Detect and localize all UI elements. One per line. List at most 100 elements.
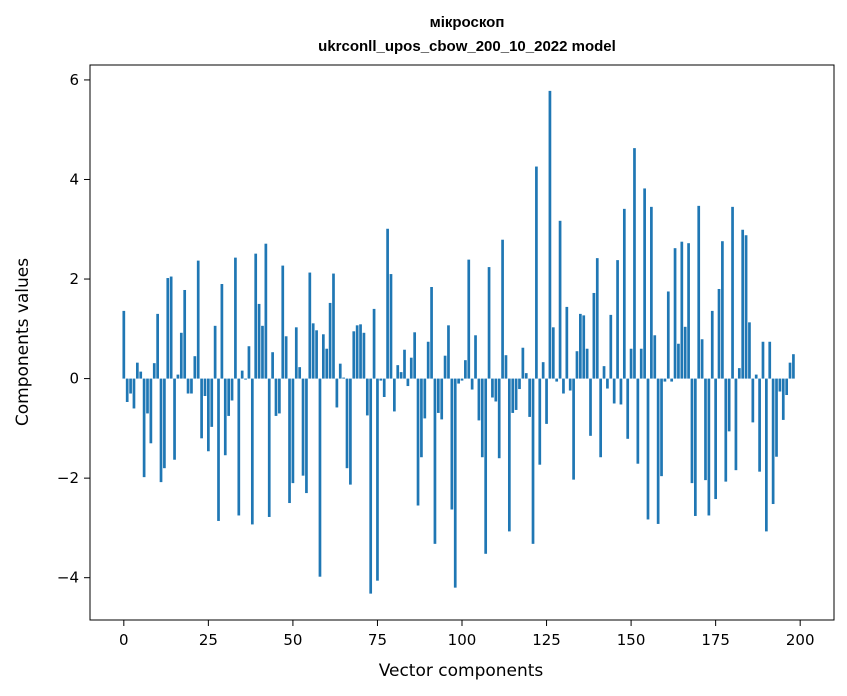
bar [737, 368, 741, 379]
bar [379, 378, 383, 381]
bar [217, 378, 220, 521]
bar [203, 378, 207, 397]
x-tick-label: 25 [199, 631, 218, 649]
x-tick-label: 125 [532, 631, 561, 649]
bar [491, 378, 494, 398]
bar [163, 378, 166, 469]
bar [514, 378, 518, 410]
bar [528, 378, 531, 417]
y-tick-label: 2 [69, 270, 79, 288]
bar [213, 325, 217, 379]
bar [592, 292, 596, 379]
bar [765, 378, 768, 532]
bar [595, 258, 599, 379]
bar [207, 378, 210, 452]
bar [372, 308, 376, 379]
bar [396, 365, 400, 379]
bar [257, 303, 261, 379]
bar [193, 356, 197, 379]
bar [788, 362, 792, 379]
bar [474, 335, 477, 379]
bar [325, 348, 329, 379]
bar [785, 378, 789, 396]
bar [707, 378, 711, 516]
bar [132, 378, 136, 409]
bar [748, 322, 751, 379]
bar [761, 341, 765, 379]
bar [291, 378, 295, 484]
bar [149, 378, 153, 444]
bar [602, 366, 606, 379]
bar [179, 332, 183, 379]
bar [467, 259, 471, 379]
bar [734, 378, 738, 471]
bar [531, 378, 535, 544]
bar [159, 378, 163, 483]
bar [572, 378, 575, 480]
x-axis-ticks: 0 25 50 75 100 125 150 175 200 [119, 620, 815, 649]
bar [247, 346, 251, 379]
bar [376, 378, 379, 581]
bar [717, 288, 721, 379]
bar [727, 378, 731, 432]
bar [413, 332, 417, 379]
bar [650, 206, 653, 379]
bar [227, 378, 231, 416]
bar [447, 325, 450, 379]
y-tick-label: 6 [69, 71, 79, 89]
bar [399, 372, 403, 379]
bar [318, 378, 322, 577]
bar [237, 378, 241, 516]
bar [423, 378, 427, 419]
bar [146, 378, 149, 414]
bar [551, 327, 555, 379]
bar [433, 378, 437, 544]
bar [541, 362, 545, 379]
bars-group [122, 90, 795, 594]
bar [288, 378, 291, 504]
bar [389, 274, 393, 379]
bar [152, 363, 156, 379]
bar [345, 378, 349, 469]
bar [643, 188, 646, 379]
bar [775, 378, 778, 457]
bar [646, 378, 650, 520]
bar [386, 228, 389, 379]
x-tick-label: 0 [119, 631, 129, 649]
bar [710, 310, 714, 379]
bar [677, 343, 680, 379]
bar [639, 348, 643, 379]
bar [382, 378, 386, 398]
bar [305, 378, 308, 494]
y-axis-label: Components values [13, 258, 33, 426]
bar [298, 367, 302, 379]
bar [636, 378, 640, 464]
bar [264, 243, 268, 379]
y-tick-label: −2 [57, 469, 79, 487]
bar [629, 348, 633, 379]
bar [724, 378, 728, 482]
bar [504, 355, 508, 379]
bar [579, 313, 582, 379]
bar [501, 239, 504, 379]
plot-frame [89, 64, 835, 621]
bar [680, 241, 684, 379]
bar [420, 378, 423, 458]
bar [200, 378, 203, 439]
bar [744, 235, 748, 379]
bar [690, 378, 694, 484]
y-tick-label: 4 [69, 170, 79, 188]
bar [443, 355, 447, 379]
bar [575, 351, 579, 379]
bar [477, 378, 481, 421]
bar [196, 260, 200, 379]
bar [555, 378, 559, 382]
bar [281, 265, 285, 379]
bar [619, 378, 623, 405]
bar [230, 378, 234, 401]
y-axis-ticks: −4 −2 0 2 4 6 [57, 71, 90, 587]
bar [535, 166, 538, 379]
bar [697, 205, 701, 379]
bar [240, 370, 244, 379]
